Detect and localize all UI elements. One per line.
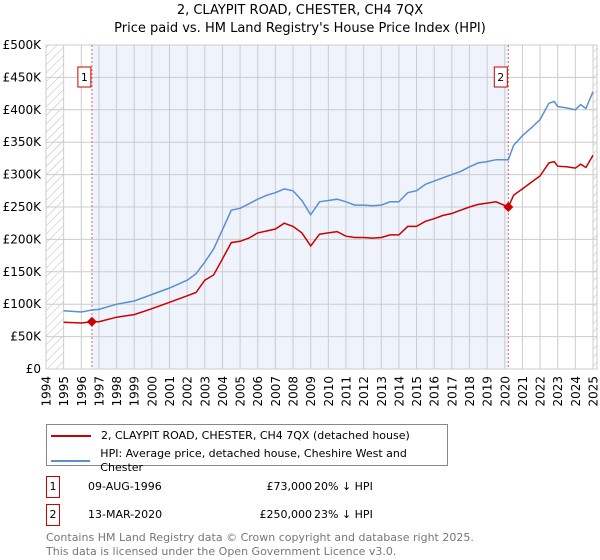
sale-marker-badge: 1 (46, 476, 60, 498)
x-tick-label: 2017 (445, 376, 459, 407)
sale-date: 13-MAR-2020 (88, 508, 163, 521)
y-tick-label: £400K (3, 103, 43, 117)
x-tick-label: 2004 (216, 376, 230, 407)
y-tick-label: £0 (26, 362, 41, 376)
y-tick-label: £100K (3, 297, 43, 311)
chart-title: 2, CLAYPIT ROAD, CHESTER, CH4 7QX (176, 3, 424, 18)
sale-row: 2 13-MAR-2020 £250,000 23% ↓ HPI (46, 504, 446, 526)
x-tick-label: 2025 (587, 376, 600, 407)
y-tick-label: £300K (3, 168, 43, 182)
x-tick-label: 2006 (251, 376, 265, 407)
legend-swatch-red (51, 435, 91, 437)
sale-hpi-delta: 23% ↓ HPI (314, 508, 373, 521)
x-tick-label: 1997 (92, 376, 106, 407)
x-tick-label: 2002 (181, 376, 195, 407)
footer-copyright: Contains HM Land Registry data © Crown c… (46, 531, 474, 544)
x-tick-label: 2020 (498, 376, 512, 407)
chart-subtitle: Price paid vs. HM Land Registry's House … (114, 21, 486, 36)
x-tick-label: 2007 (269, 376, 283, 407)
x-tick-label: 2010 (322, 376, 336, 407)
y-tick-label: £450K (3, 70, 43, 84)
x-tick-label: 2001 (163, 376, 177, 407)
x-tick-label: 2015 (410, 376, 424, 407)
x-tick-label: 2005 (234, 376, 248, 407)
x-tick-label: 2012 (357, 376, 371, 407)
sale-marker-badge (77, 66, 92, 88)
legend-swatch-blue (51, 460, 91, 462)
x-tick-label: 2023 (551, 376, 565, 407)
x-tick-label: 2009 (304, 376, 318, 407)
hpi-line (63, 91, 594, 313)
legend-label: HPI: Average price, detached house, Ches… (100, 447, 407, 474)
x-tick-label: 2024 (569, 376, 583, 407)
x-tick-label: 2016 (428, 376, 442, 407)
sale-point (503, 202, 514, 212)
sale-price: £250,000 (259, 508, 313, 521)
x-tick-label: 1996 (75, 376, 89, 407)
price-paid-line (63, 154, 594, 324)
sale-hpi-delta: 20% ↓ HPI (314, 480, 373, 493)
x-tick-label: 2008 (287, 376, 301, 407)
sale-row: 1 09-AUG-1996 £73,000 20% ↓ HPI (46, 476, 446, 498)
price-chart: 1994 1995 1996 1997 1998 1999 2000 2001 2002 2003… (3, 38, 600, 407)
sale-marker-label: 2 (497, 71, 504, 84)
x-tick-label: 2013 (375, 376, 389, 407)
x-tick-label: 2003 (198, 376, 212, 407)
footer-license: This data is licensed under the Open Gov… (46, 545, 397, 558)
x-tick-label: 2022 (534, 376, 548, 407)
x-tick-label: 2000 (145, 376, 159, 407)
x-tick-label: 2021 (516, 376, 530, 407)
y-tick-label: £200K (3, 232, 43, 246)
y-tick-label: £250K (3, 200, 43, 214)
sale-point (86, 316, 97, 327)
x-tick-label: 2018 (463, 376, 477, 407)
x-tick-label: 1995 (57, 376, 71, 407)
legend-label: 2, CLAYPIT ROAD, CHESTER, CH4 7QX (detac… (101, 429, 410, 442)
legend: 2, CLAYPIT ROAD, CHESTER, CH4 7QX (detac… (46, 424, 448, 474)
x-tick-label: 1999 (128, 376, 142, 407)
sale-price: £73,000 (266, 480, 313, 493)
x-tick-label: 2019 (481, 376, 495, 407)
y-tick-label: £350K (3, 135, 43, 149)
x-tick-label: 1994 (40, 376, 54, 407)
sale-date: 09-AUG-1996 (88, 480, 162, 493)
x-tick-label: 2011 (339, 376, 353, 407)
sale-marker-label: 1 (81, 71, 88, 84)
legend-item-property: 2, CLAYPIT ROAD, CHESTER, CH4 7QX (detac… (51, 429, 410, 443)
y-tick-label: £150K (3, 265, 43, 279)
legend-item-hpi: HPI: Average price, detached house, Ches… (51, 447, 447, 475)
sale-marker-badge (493, 66, 508, 88)
x-tick-label: 1998 (110, 376, 124, 407)
y-tick-label: £50K (10, 330, 42, 344)
x-tick-label: 2014 (392, 376, 406, 407)
y-tick-label: £500K (3, 38, 43, 52)
sale-marker-badge: 2 (46, 504, 60, 526)
